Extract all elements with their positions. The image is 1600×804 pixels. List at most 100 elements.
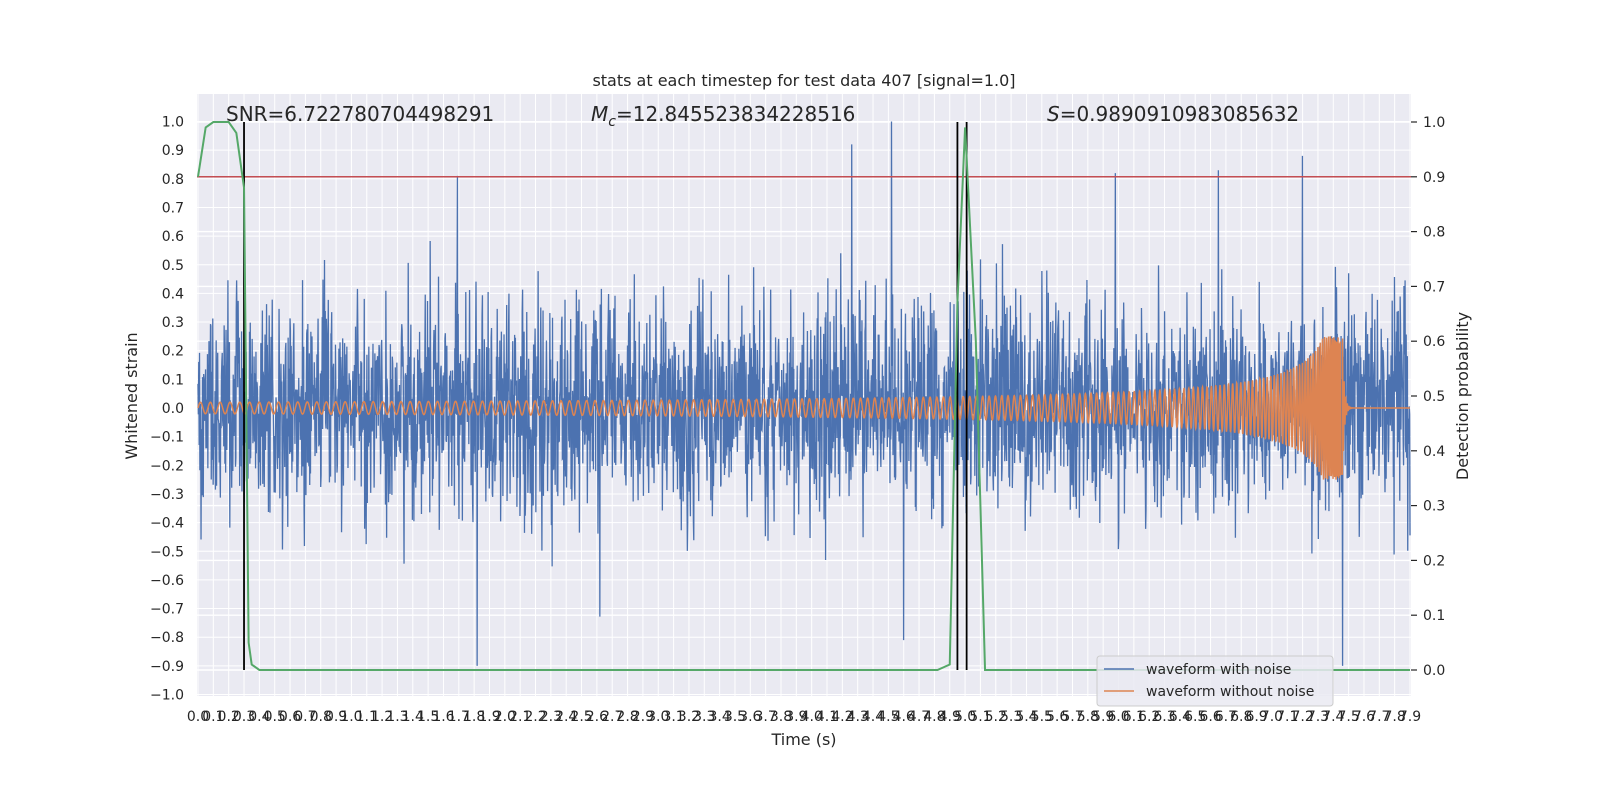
y2-tick-label: 0.1 xyxy=(1423,608,1445,624)
y-tick-label: −0.4 xyxy=(150,516,184,532)
y-tick-label: 0.0 xyxy=(162,401,184,417)
x-tick-label: 4.0 xyxy=(801,709,823,725)
x-tick-label: 0.9 xyxy=(325,709,347,725)
y2-tick-label: 0.0 xyxy=(1423,663,1445,679)
x-tick-label: 2.6 xyxy=(586,709,608,725)
y-tick-label: 0.2 xyxy=(162,344,184,360)
x-tick-label: 1.0 xyxy=(340,709,362,725)
x-tick-label: 6.6 xyxy=(1199,709,1221,725)
x-tick-label: 5.8 xyxy=(1077,709,1099,725)
x-tick-label: 6.7 xyxy=(1215,709,1237,725)
x-tick-label: 1.4 xyxy=(402,709,424,725)
x-tick-label: 7.3 xyxy=(1307,709,1329,725)
x-tick-label: 0.1 xyxy=(202,709,224,725)
x-tick-label: 6.9 xyxy=(1245,709,1267,725)
x-tick-label: 3.5 xyxy=(724,709,746,725)
x-tick-label: 7.7 xyxy=(1368,709,1390,725)
y-tick-label: −0.2 xyxy=(150,458,184,474)
y2-tick-label: 0.7 xyxy=(1423,279,1445,295)
x-tick-label: 4.3 xyxy=(847,709,869,725)
x-tick-label: 1.8 xyxy=(463,709,485,725)
y2-tick-label: 0.3 xyxy=(1423,499,1445,515)
x-tick-label: 4.4 xyxy=(862,709,884,725)
x-tick-label: 0.0 xyxy=(187,709,209,725)
legend-box xyxy=(1096,655,1334,707)
x-tick-label: 1.6 xyxy=(432,709,454,725)
x-tick-label: 2.7 xyxy=(601,709,623,725)
series-line-waveform-without-noise xyxy=(197,336,1410,480)
y2-tick-label: 0.2 xyxy=(1423,553,1445,569)
x-axis-ticks: 0.00.10.20.30.40.50.60.70.80.91.01.11.21… xyxy=(187,709,1421,725)
x-tick-label: 0.5 xyxy=(264,709,286,725)
y-tick-label: 0.9 xyxy=(162,143,184,159)
x-tick-label: 2.2 xyxy=(524,709,546,725)
y-tick-label: −0.3 xyxy=(150,487,184,503)
y2-tick-label: 0.6 xyxy=(1423,334,1445,350)
annotation-s-value: =0.9890910983085632 xyxy=(1060,102,1299,126)
chart-title: stats at each timestep for test data 407… xyxy=(592,71,1015,90)
x-tick-label: 2.3 xyxy=(540,709,562,725)
x-tick-label: 4.5 xyxy=(877,709,899,725)
x-tick-label: 2.1 xyxy=(509,709,531,725)
annotation-mc-sub: c xyxy=(608,114,616,130)
x-tick-label: 7.1 xyxy=(1276,709,1298,725)
x-tick-label: 5.9 xyxy=(1092,709,1114,725)
annotation-snr: SNR=6.722780704498291 xyxy=(226,102,494,126)
x-tick-label: 7.6 xyxy=(1353,709,1375,725)
x-tick-label: 0.2 xyxy=(218,709,240,725)
y2-tick-label: 1.0 xyxy=(1423,115,1445,131)
annotation-s: S=0.9890910983085632 xyxy=(1047,102,1299,126)
y-tick-label: 0.4 xyxy=(162,286,184,302)
x-tick-label: 7.4 xyxy=(1322,709,1344,725)
x-tick-label: 7.8 xyxy=(1384,709,1406,725)
y-tick-label: 0.5 xyxy=(162,258,184,274)
legend-label-clean: waveform without noise xyxy=(1146,684,1314,700)
y-tick-label: −0.9 xyxy=(150,659,184,675)
x-tick-label: 3.2 xyxy=(678,709,700,725)
legend: waveform with noise waveform without noi… xyxy=(1096,655,1334,707)
x-tick-label: 3.3 xyxy=(693,709,715,725)
annotation-s-symbol: S xyxy=(1047,102,1060,126)
x-tick-label: 4.6 xyxy=(893,709,915,725)
y2-tick-label: 0.8 xyxy=(1423,225,1445,241)
y-tick-label: −1.0 xyxy=(150,688,184,704)
x-tick-label: 3.9 xyxy=(785,709,807,725)
x-tick-label: 3.7 xyxy=(755,709,777,725)
x-tick-label: 4.2 xyxy=(831,709,853,725)
x-tick-label: 1.9 xyxy=(478,709,500,725)
y-tick-label: −0.5 xyxy=(150,544,184,560)
y-tick-label: 0.1 xyxy=(162,372,184,388)
annotation-mc: Mc=12.845523834228516 xyxy=(591,102,855,130)
x-tick-label: 6.0 xyxy=(1107,709,1129,725)
x-tick-label: 3.1 xyxy=(662,709,684,725)
y2-tick-label: 0.4 xyxy=(1423,444,1445,460)
annotation-mc-symbol: M xyxy=(591,102,608,126)
x-tick-label: 5.5 xyxy=(1031,709,1053,725)
x-tick-label: 7.2 xyxy=(1291,709,1313,725)
y-tick-label: −0.1 xyxy=(150,430,184,446)
x-tick-label: 6.1 xyxy=(1123,709,1145,725)
y2-tick-label: 0.5 xyxy=(1423,389,1445,405)
x-tick-label: 0.7 xyxy=(294,709,316,725)
x-tick-label: 2.5 xyxy=(570,709,592,725)
x-tick-label: 2.9 xyxy=(632,709,654,725)
y-axis-label: Whitened strain xyxy=(122,332,141,459)
y2-tick-label: 0.9 xyxy=(1423,170,1445,186)
x-tick-label: 5.3 xyxy=(1000,709,1022,725)
y2-axis-label: Detection probability xyxy=(1453,312,1472,480)
x-tick-label: 5.0 xyxy=(954,709,976,725)
x-tick-label: 1.5 xyxy=(417,709,439,725)
y-axis-ticks: 1.0 0.9 0.8 0.7 0.6 0.5 0.4 0.3 0.2 0.1 0.0 −0.1 −0.… xyxy=(150,115,184,704)
x-tick-label: 2.4 xyxy=(555,709,577,725)
x-tick-label: 6.5 xyxy=(1184,709,1206,725)
x-tick-label: 1.7 xyxy=(448,709,470,725)
x-tick-label: 1.3 xyxy=(386,709,408,725)
x-tick-label: 5.6 xyxy=(1046,709,1068,725)
x-tick-label: 0.6 xyxy=(279,709,301,725)
y2-axis-ticks: 1.0 0.9 0.8 0.7 0.6 0.5 0.4 0.3 0.2 0.1 0.0 xyxy=(1411,115,1445,679)
x-tick-label: 7.9 xyxy=(1399,709,1421,725)
x-tick-label: 7.5 xyxy=(1338,709,1360,725)
x-tick-label: 4.7 xyxy=(908,709,930,725)
